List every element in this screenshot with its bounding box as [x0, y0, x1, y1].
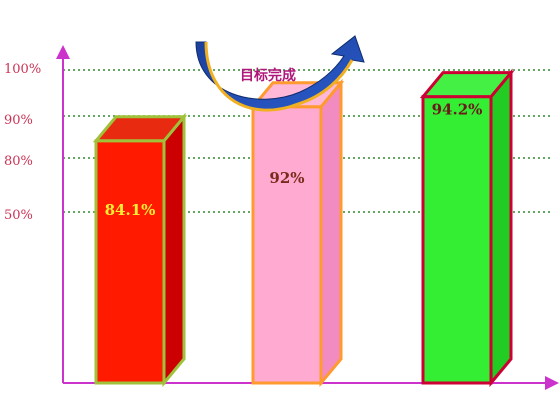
target-achieved-arrow-icon — [195, 35, 365, 112]
bar-2-value-label: 92% — [269, 169, 304, 187]
bar-1-value-label: 84.1% — [105, 201, 156, 219]
y-tick-label-50: 50% — [4, 208, 33, 223]
bar-3-front — [421, 95, 493, 385]
bar-3-side — [489, 68, 513, 388]
bar-3: 94.2% — [419, 68, 515, 388]
bar-2-side — [319, 78, 343, 388]
bar-3-top — [419, 71, 515, 99]
target-achieved-label: 目标完成 — [240, 67, 296, 84]
bar-1-front — [94, 139, 166, 385]
bar-1-top — [92, 115, 188, 143]
bar-1: 84.1% — [92, 112, 188, 388]
y-tick-label-90: 90% — [4, 113, 33, 128]
y-tick-label-80: 80% — [4, 154, 33, 169]
y-tick-label-100: 100% — [4, 62, 41, 77]
bar-1-side — [162, 112, 186, 388]
bars-group: 84.1% 92% 94.2% — [92, 68, 515, 388]
bar-2-front — [251, 105, 323, 385]
bar-2: 92% — [249, 78, 345, 388]
bar-3-value-label: 94.2% — [432, 101, 483, 119]
